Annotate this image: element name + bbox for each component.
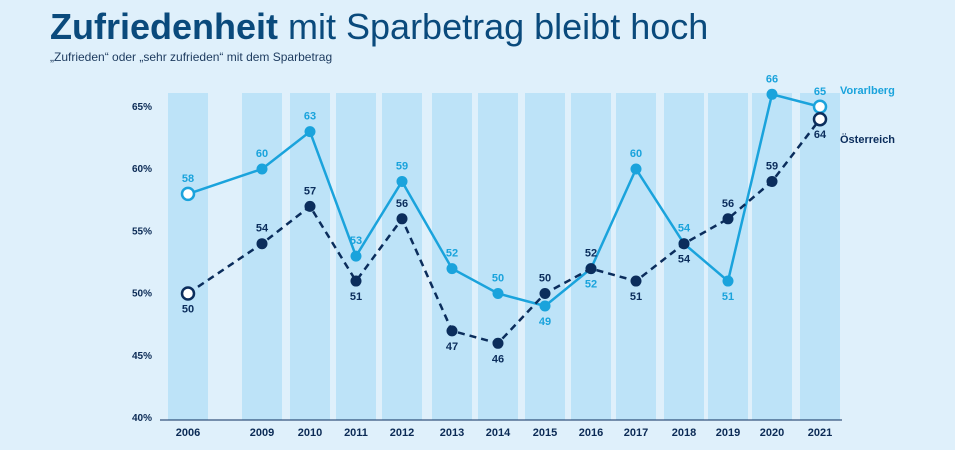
data-point bbox=[812, 99, 828, 114]
data-point bbox=[180, 186, 196, 202]
column-bar-2016 bbox=[571, 93, 611, 420]
data-point bbox=[350, 275, 362, 287]
data-label: 50 bbox=[539, 273, 551, 285]
chart-title-bold: Zufriedenheit bbox=[50, 6, 279, 47]
data-label: 54 bbox=[678, 223, 691, 235]
data-point bbox=[630, 275, 642, 287]
x-tick-label: 2018 bbox=[672, 427, 696, 439]
x-tick-label: 2017 bbox=[624, 427, 648, 439]
data-point bbox=[812, 111, 828, 127]
y-tick-label: 40% bbox=[132, 413, 152, 424]
x-tick-label: 2010 bbox=[298, 427, 322, 439]
series-name-label: Österreich bbox=[840, 133, 895, 146]
x-tick-label: 2019 bbox=[716, 427, 740, 439]
data-point bbox=[396, 175, 408, 187]
x-tick-label: 2012 bbox=[390, 427, 414, 439]
column-bar-2017 bbox=[616, 93, 656, 420]
column-bar-2021 bbox=[800, 93, 840, 420]
data-label: 54 bbox=[256, 223, 269, 235]
data-label: 46 bbox=[492, 353, 504, 365]
column-bar-2015 bbox=[525, 93, 565, 420]
x-tick-label: 2016 bbox=[579, 427, 603, 439]
data-point bbox=[304, 200, 316, 212]
column-bar-2012 bbox=[382, 93, 422, 420]
data-point bbox=[304, 126, 316, 138]
data-label: 57 bbox=[304, 185, 316, 197]
data-label: 51 bbox=[722, 291, 734, 303]
data-point bbox=[722, 275, 734, 287]
data-label: 52 bbox=[585, 248, 597, 260]
data-point bbox=[766, 175, 778, 187]
data-point bbox=[256, 238, 268, 250]
data-point bbox=[722, 213, 734, 225]
data-point bbox=[492, 337, 504, 349]
data-label: 49 bbox=[539, 316, 551, 328]
data-label: 51 bbox=[350, 291, 362, 303]
chart-title: Zufriedenheit mit Sparbetrag bleibt hoch bbox=[50, 4, 708, 50]
data-point bbox=[630, 163, 642, 175]
data-label: 59 bbox=[766, 160, 778, 172]
data-point bbox=[492, 288, 504, 299]
column-bar-2019 bbox=[708, 93, 748, 420]
data-label: 60 bbox=[630, 148, 642, 160]
series-line-vorarlberg bbox=[187, 92, 821, 308]
data-label: 59 bbox=[396, 160, 408, 172]
chart-subtitle: „Zufrieden“ oder „sehr zufrieden“ mit de… bbox=[50, 50, 333, 64]
y-tick-label: 50% bbox=[132, 289, 152, 300]
data-point bbox=[446, 325, 458, 337]
data-point bbox=[256, 163, 268, 175]
data-label: 64 bbox=[814, 129, 827, 141]
y-tick-label: 60% bbox=[132, 164, 152, 175]
data-point bbox=[585, 263, 597, 275]
x-tick-label: 2015 bbox=[533, 427, 557, 439]
data-label: 53 bbox=[350, 235, 362, 247]
data-point bbox=[539, 300, 551, 312]
data-label: 54 bbox=[678, 254, 691, 266]
data-label: 66 bbox=[766, 73, 778, 85]
data-point bbox=[766, 88, 778, 100]
x-tick-label: 2011 bbox=[344, 427, 368, 439]
series-name-label: Vorarlberg bbox=[840, 85, 895, 97]
column-bar-2009 bbox=[242, 93, 282, 420]
data-label: 50 bbox=[182, 304, 194, 316]
data-label: 63 bbox=[304, 111, 316, 123]
data-label: 56 bbox=[722, 198, 734, 210]
data-point bbox=[678, 238, 690, 250]
data-label: 52 bbox=[585, 279, 597, 291]
data-label: 47 bbox=[446, 341, 458, 353]
column-bar-2006 bbox=[168, 93, 208, 420]
data-point bbox=[350, 250, 362, 262]
chart-title-rest: mit Sparbetrag bleibt hoch bbox=[278, 6, 709, 47]
x-tick-label: 2014 bbox=[486, 427, 511, 439]
column-bar-2014 bbox=[478, 93, 518, 420]
data-point bbox=[446, 263, 458, 275]
data-label: 52 bbox=[446, 248, 458, 260]
data-label: 58 bbox=[182, 173, 194, 185]
data-point bbox=[180, 286, 196, 301]
data-label: 51 bbox=[630, 291, 642, 303]
data-point bbox=[539, 288, 551, 299]
x-tick-label: 2013 bbox=[440, 427, 464, 439]
x-tick-label: 2006 bbox=[176, 427, 200, 439]
y-tick-label: 45% bbox=[132, 351, 152, 362]
column-bar-2013 bbox=[432, 93, 472, 420]
y-tick-label: 55% bbox=[132, 226, 152, 237]
x-tick-label: 2009 bbox=[250, 427, 274, 439]
x-tick-label: 2020 bbox=[760, 427, 784, 439]
data-label: 56 bbox=[396, 198, 408, 210]
y-tick-label: 65% bbox=[132, 102, 152, 113]
x-tick-label: 2021 bbox=[808, 427, 832, 439]
data-label: 50 bbox=[492, 273, 504, 285]
data-label: 60 bbox=[256, 148, 268, 160]
series-line-oesterreich bbox=[187, 118, 821, 345]
column-bar-2010 bbox=[290, 93, 330, 420]
column-bar-2020 bbox=[752, 93, 792, 420]
data-point bbox=[396, 213, 408, 225]
data-label: 65 bbox=[814, 86, 826, 98]
